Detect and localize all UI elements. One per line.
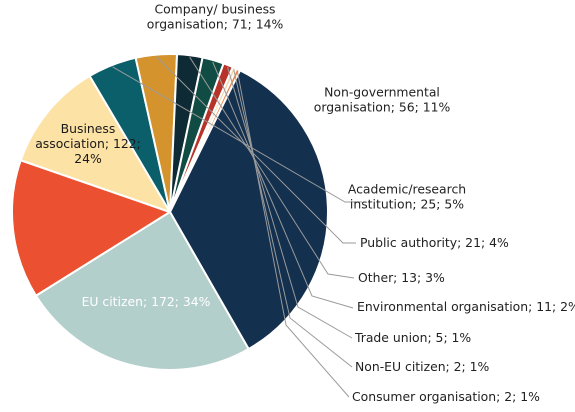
data-label-non-eu-citizen: Non-EU citizen; 2; 1%: [355, 359, 490, 374]
data-label-line: Trade union; 5; 1%: [354, 330, 471, 345]
data-label-environmental-organisation: Environmental organisation; 11; 2%: [357, 299, 575, 314]
data-label-line: institution; 25; 5%: [350, 197, 464, 212]
data-label-line: Consumer organisation; 2; 1%: [352, 389, 540, 404]
data-label-public-authority: Public authority; 21; 4%: [360, 235, 509, 250]
data-label-line: Other; 13; 3%: [358, 270, 445, 285]
slices-layer: [12, 54, 328, 370]
data-label-trade-union: Trade union; 5; 1%: [354, 330, 471, 345]
data-label-company-business-organisation: Company/ business organisation; 71; 14%: [147, 2, 284, 32]
data-label-line: Non-EU citizen; 2; 1%: [355, 359, 490, 374]
data-label-line: 24%: [74, 151, 102, 166]
data-label-line: Non-governmental: [324, 85, 440, 100]
data-label-line: Environmental organisation; 11; 2%: [357, 299, 575, 314]
data-label-non-governmental-organisation: Non-governmental organisation; 56; 11%: [314, 85, 451, 115]
data-label-academic-research-institution: Academic/research institution; 25; 5%: [348, 182, 466, 212]
data-label-line: organisation; 71; 14%: [147, 17, 284, 32]
data-label-line: Academic/research: [348, 182, 466, 197]
data-label-line: association; 122;: [35, 136, 141, 151]
data-label-line: Company/ business: [154, 2, 275, 17]
data-label-other: Other; 13; 3%: [358, 270, 445, 285]
data-label-consumer-organisation: Consumer organisation; 2; 1%: [352, 389, 540, 404]
data-label-line: Business: [61, 121, 116, 136]
data-label-line: EU citizen; 172; 34%: [82, 294, 211, 309]
data-label-eu-citizen: EU citizen; 172; 34%: [82, 294, 211, 309]
data-label-line: organisation; 56; 11%: [314, 100, 451, 115]
data-label-line: Public authority; 21; 4%: [360, 235, 509, 250]
